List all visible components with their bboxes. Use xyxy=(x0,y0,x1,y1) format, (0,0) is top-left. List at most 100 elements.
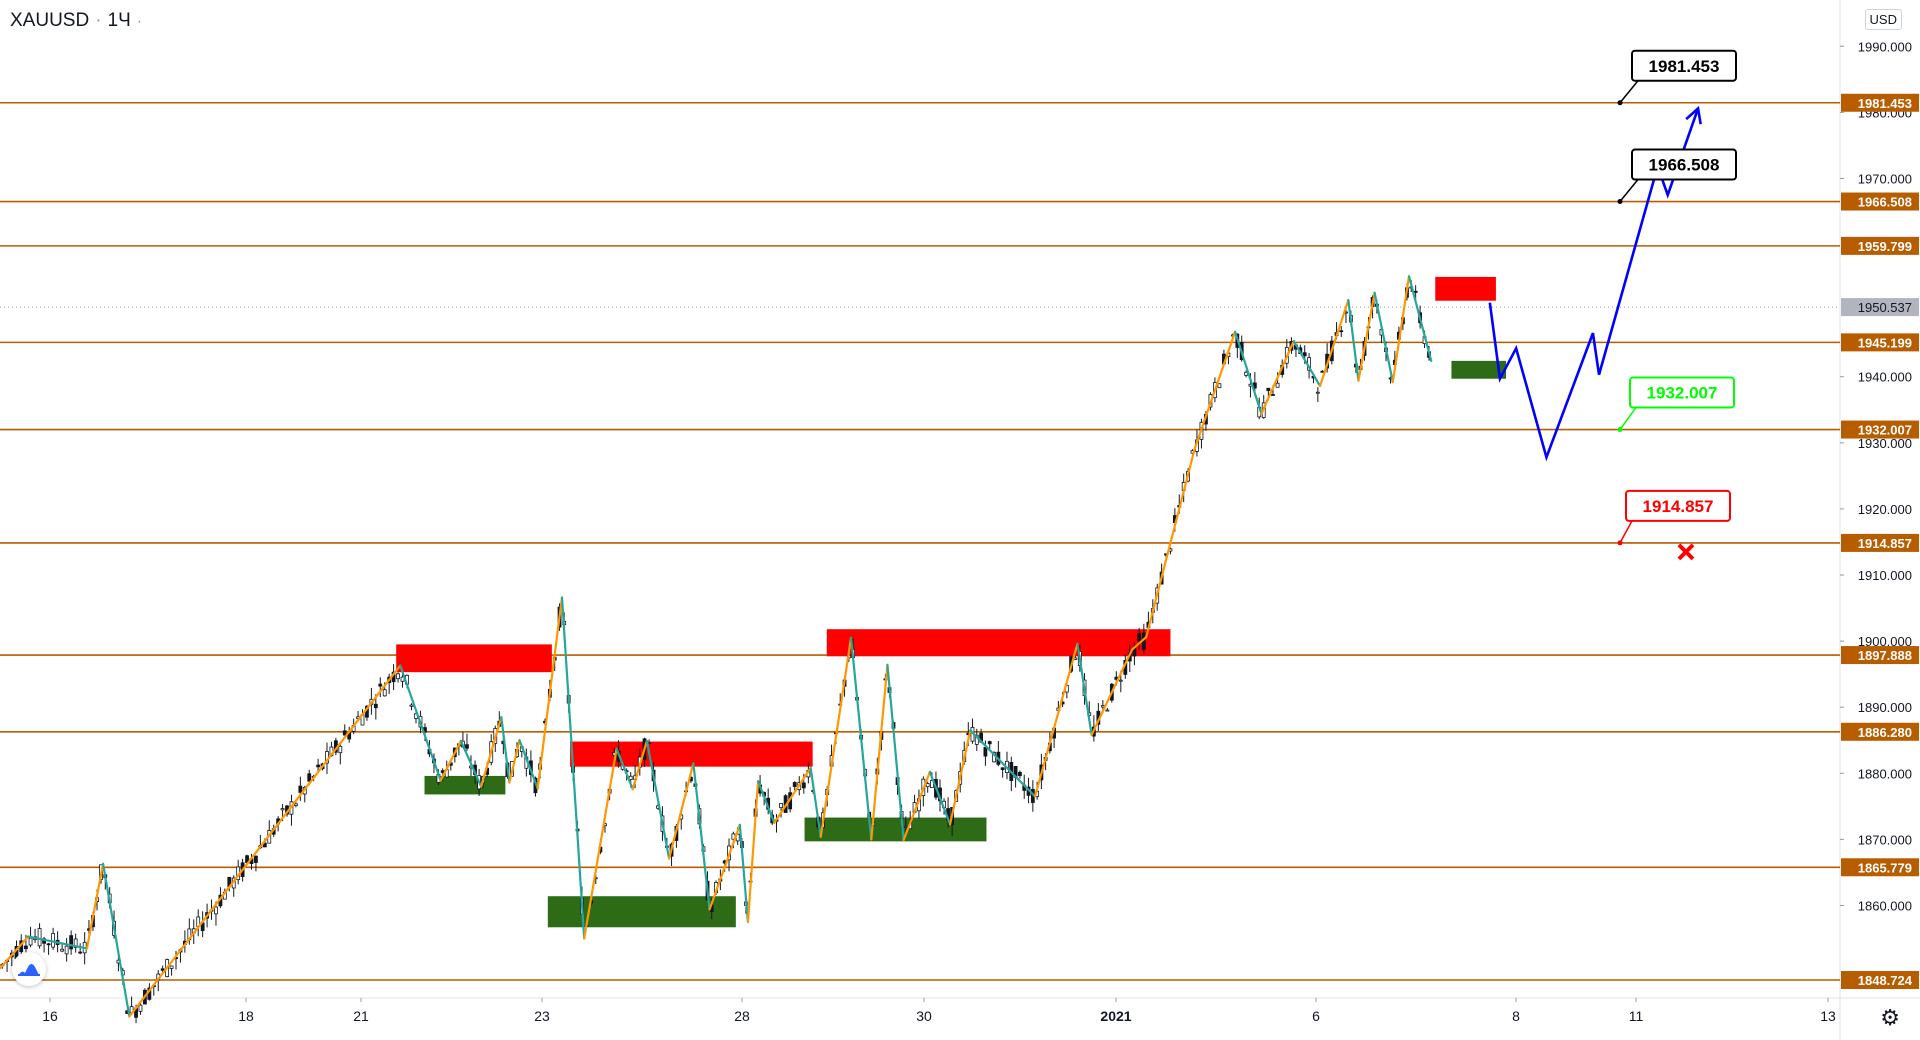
zigzag-down-leg[interactable] xyxy=(1234,330,1263,415)
zigzag-down-leg[interactable] xyxy=(928,770,952,826)
zigzag-up-leg[interactable] xyxy=(668,762,695,860)
callout-box xyxy=(1629,376,1735,409)
projection-arrowhead xyxy=(1685,105,1702,125)
x-tick-label: 23 xyxy=(534,1008,550,1024)
symbol-header[interactable]: XAUUSD · 1Ч · xyxy=(10,10,142,32)
demand-zone[interactable] xyxy=(1451,360,1507,379)
zigzag-up-leg[interactable] xyxy=(85,862,105,950)
symbol-name[interactable]: XAUUSD xyxy=(10,10,90,31)
candle-body xyxy=(24,945,28,950)
zigzag-down-leg[interactable] xyxy=(518,739,539,790)
y-tick-label: 1920.000 xyxy=(1858,502,1912,517)
zigzag-down-leg[interactable] xyxy=(849,636,873,841)
x-mark-icon[interactable] xyxy=(1677,543,1695,561)
zigzag-down-leg[interactable] xyxy=(500,716,511,784)
level-label: 1945.199 xyxy=(1858,335,1912,350)
candle-body xyxy=(987,741,992,745)
candle-body xyxy=(316,764,321,768)
zigzag-down-leg[interactable] xyxy=(809,766,822,838)
zigzag-up-leg[interactable] xyxy=(1033,642,1079,798)
zigzag-up-leg[interactable] xyxy=(0,935,30,970)
interval-label[interactable]: 1Ч xyxy=(107,10,131,31)
callout-pointer xyxy=(1619,520,1633,544)
zigzag-up-leg[interactable] xyxy=(1260,339,1295,415)
level-label-bg xyxy=(1841,333,1919,352)
zigzag-up-leg[interactable] xyxy=(480,716,503,788)
zigzag-up-leg[interactable] xyxy=(1357,291,1376,382)
callout-anchor xyxy=(1617,100,1623,106)
zigzag-up-leg[interactable] xyxy=(631,739,648,791)
zigzag-down-leg[interactable] xyxy=(1076,642,1093,737)
zigzag-up-leg[interactable] xyxy=(128,664,402,1018)
x-tick-label: 13 xyxy=(1820,1008,1836,1024)
zigzag-up-leg[interactable] xyxy=(1318,298,1350,388)
zigzag-up-leg[interactable] xyxy=(708,823,741,911)
candle-body xyxy=(1118,679,1123,682)
level-label: 1865.779 xyxy=(1858,860,1912,875)
candle-body xyxy=(298,785,303,793)
y-tick-label: 1880.000 xyxy=(1858,766,1912,781)
zigzag-down-leg[interactable] xyxy=(645,739,671,860)
callout-anchor xyxy=(1617,540,1623,546)
support-callout[interactable]: 1932.007 xyxy=(1617,376,1735,433)
demand-zone[interactable] xyxy=(424,775,506,795)
zigzag-down-leg[interactable] xyxy=(1347,298,1360,382)
candle-body xyxy=(801,782,806,789)
zigzag-down-leg[interactable] xyxy=(756,780,776,824)
zigzag-up-leg[interactable] xyxy=(439,739,463,782)
supply-zone[interactable] xyxy=(1435,276,1496,301)
zigzag-up-leg[interactable] xyxy=(1193,330,1237,450)
zigzag-up-leg[interactable] xyxy=(508,739,521,784)
demand-zone[interactable] xyxy=(804,817,987,842)
zigzag-up-leg[interactable] xyxy=(1090,648,1134,737)
level-label-bg xyxy=(1841,192,1919,211)
zigzag-up-leg[interactable] xyxy=(746,780,760,924)
projection-path[interactable] xyxy=(1488,107,1700,462)
candle-body xyxy=(1339,330,1344,333)
tradingview-logo-icon[interactable] xyxy=(12,952,46,986)
gear-icon[interactable]: ⚙ xyxy=(1880,1005,1900,1030)
x-tick-label: 16 xyxy=(42,1008,58,1024)
zigzag-down-leg[interactable] xyxy=(1292,339,1322,388)
zigzag-up-leg[interactable] xyxy=(1391,275,1411,384)
zigzag-down-leg[interactable] xyxy=(615,747,634,791)
x-tick-label: 21 xyxy=(353,1008,369,1024)
target-callout[interactable]: 1966.508 xyxy=(1617,148,1737,205)
zigzag-up-leg[interactable] xyxy=(1130,636,1148,651)
zigzag-up-leg[interactable] xyxy=(583,747,618,940)
x-tick-label: 6 xyxy=(1312,1008,1320,1024)
zigzag-up-leg[interactable] xyxy=(536,596,564,790)
zigzag-down-leg[interactable] xyxy=(1373,291,1394,384)
zigzag-down-leg[interactable] xyxy=(692,762,711,911)
zigzag-down-leg[interactable] xyxy=(459,739,483,788)
zigzag-down-leg[interactable] xyxy=(969,729,1037,798)
zigzag-down-leg[interactable] xyxy=(399,664,442,782)
supply-zone[interactable] xyxy=(396,644,552,673)
supply-zone[interactable] xyxy=(826,629,1171,657)
zigzag-down-leg[interactable] xyxy=(101,862,131,1018)
zigzag-down-leg[interactable] xyxy=(738,823,750,924)
y-tick-label: 1970.000 xyxy=(1858,171,1912,186)
target-callout[interactable]: 1981.453 xyxy=(1617,49,1737,106)
demand-zone[interactable] xyxy=(547,896,736,928)
candle-body xyxy=(64,945,69,955)
zigzag-down-leg[interactable] xyxy=(27,935,89,950)
zigzag-up-leg[interactable] xyxy=(949,729,972,826)
zigzag-up-leg[interactable] xyxy=(870,663,889,841)
supply-zone[interactable] xyxy=(570,741,813,767)
candle-body xyxy=(1413,290,1418,293)
zigzag-down-leg[interactable] xyxy=(1407,275,1433,362)
zigzag-down-leg[interactable] xyxy=(560,596,586,940)
currency-badge[interactable]: USD xyxy=(1864,9,1902,30)
zigzag-down-leg[interactable] xyxy=(886,663,905,842)
stop-callout[interactable]: 1914.857 xyxy=(1617,489,1731,546)
x-mark-stroke xyxy=(1677,543,1695,561)
level-label: 1848.724 xyxy=(1858,973,1913,988)
zigzag-up-leg[interactable] xyxy=(1145,447,1196,639)
zigzag-up-leg[interactable] xyxy=(773,766,812,824)
zigzag-up-leg[interactable] xyxy=(902,770,931,842)
zigzag-up-leg[interactable] xyxy=(819,636,853,838)
callout-label: 1966.508 xyxy=(1649,156,1720,175)
